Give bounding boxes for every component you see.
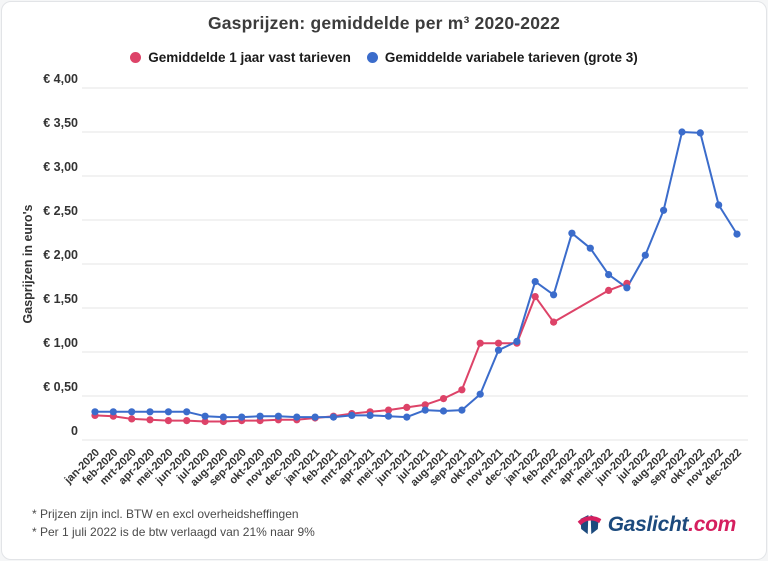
data-point [128, 415, 136, 423]
series-line [95, 131, 738, 419]
data-point [715, 201, 723, 209]
data-point [513, 337, 521, 345]
data-point [605, 286, 613, 294]
data-point [696, 129, 704, 137]
logo-tld: .com [688, 512, 736, 536]
data-point [366, 411, 374, 419]
legend-dot-variabel-icon [366, 52, 378, 63]
data-point [384, 412, 393, 420]
data-point [531, 278, 539, 286]
gaslicht-logo[interactable]: Gaslicht.com [576, 511, 736, 538]
data-point [458, 386, 466, 394]
data-point [586, 244, 594, 252]
data-point [256, 412, 264, 420]
data-point [146, 408, 154, 416]
data-point [329, 413, 338, 421]
series-line [94, 282, 628, 423]
data-point [458, 406, 466, 414]
legend-item-variabel: Gemiddelde variabele tarieven (grote 3) [366, 50, 638, 65]
data-point [494, 346, 503, 354]
data-point [476, 390, 484, 398]
data-point [293, 413, 301, 421]
data-point [403, 413, 411, 421]
data-point [421, 406, 429, 414]
data-point [183, 408, 191, 416]
legend-dot-vast-icon [130, 52, 142, 63]
data-point [641, 251, 649, 259]
y-tick-label: € 4,00 [43, 72, 78, 86]
y-tick-label: € 1,50 [43, 292, 78, 306]
y-tick-label: € 3,00 [43, 160, 78, 174]
legend-item-vast: Gemiddelde 1 jaar vast tarieven [130, 50, 351, 65]
logo-brand: Gaslicht [607, 512, 689, 536]
data-point [219, 413, 227, 421]
data-point [348, 411, 356, 419]
data-point [421, 401, 429, 409]
chart-legend: Gemiddelde 1 jaar vast tarieven Gemiddel… [2, 50, 766, 65]
data-point [164, 417, 172, 425]
data-point [311, 413, 319, 421]
legend-label-vast: Gemiddelde 1 jaar vast tarieven [148, 50, 351, 65]
data-point [568, 229, 576, 237]
data-point [164, 408, 172, 416]
y-tick-label: 0 [71, 424, 78, 438]
data-point [605, 271, 613, 279]
footnote-btw-verlaging: * Per 1 juli 2022 is de btw verlaagd van… [32, 525, 315, 539]
data-point [623, 284, 631, 292]
y-axis-title: Gasprijzen in euro's [21, 204, 35, 323]
y-tick-label: € 0,50 [43, 380, 78, 394]
data-point [238, 413, 246, 421]
data-point [439, 395, 448, 403]
chart-footnotes: * Prijzen zijn incl. BTW en excl overhei… [32, 505, 315, 541]
y-tick-label: € 1,00 [43, 336, 78, 350]
data-point [531, 293, 539, 301]
y-tick-label: € 2,00 [43, 248, 78, 262]
gaslicht-logo-icon [577, 514, 602, 535]
data-point [660, 206, 668, 214]
data-point [494, 339, 503, 347]
data-point [550, 291, 558, 299]
data-point [403, 403, 411, 411]
data-point [183, 417, 191, 425]
data-point [128, 408, 136, 416]
legend-label-variabel: Gemiddelde variabele tarieven (grote 3) [384, 50, 638, 65]
data-point [146, 416, 154, 424]
y-tick-label: € 2,50 [43, 204, 78, 218]
chart-title: Gasprijzen: gemiddelde per m³ 2020-2022 [207, 13, 561, 33]
data-point [91, 408, 99, 416]
footnote-btw: * Prijzen zijn incl. BTW en excl overhei… [32, 507, 299, 521]
data-point [201, 412, 209, 420]
data-point [384, 406, 393, 414]
data-point [678, 128, 686, 136]
data-point [733, 230, 741, 238]
data-point [274, 412, 282, 420]
y-tick-label: € 3,50 [43, 116, 78, 130]
data-point [109, 408, 117, 416]
data-point [201, 417, 209, 426]
data-point [550, 318, 558, 326]
data-point [476, 339, 484, 347]
gaslicht-logo-text: Gaslicht.com [607, 512, 737, 537]
data-point [439, 407, 448, 415]
